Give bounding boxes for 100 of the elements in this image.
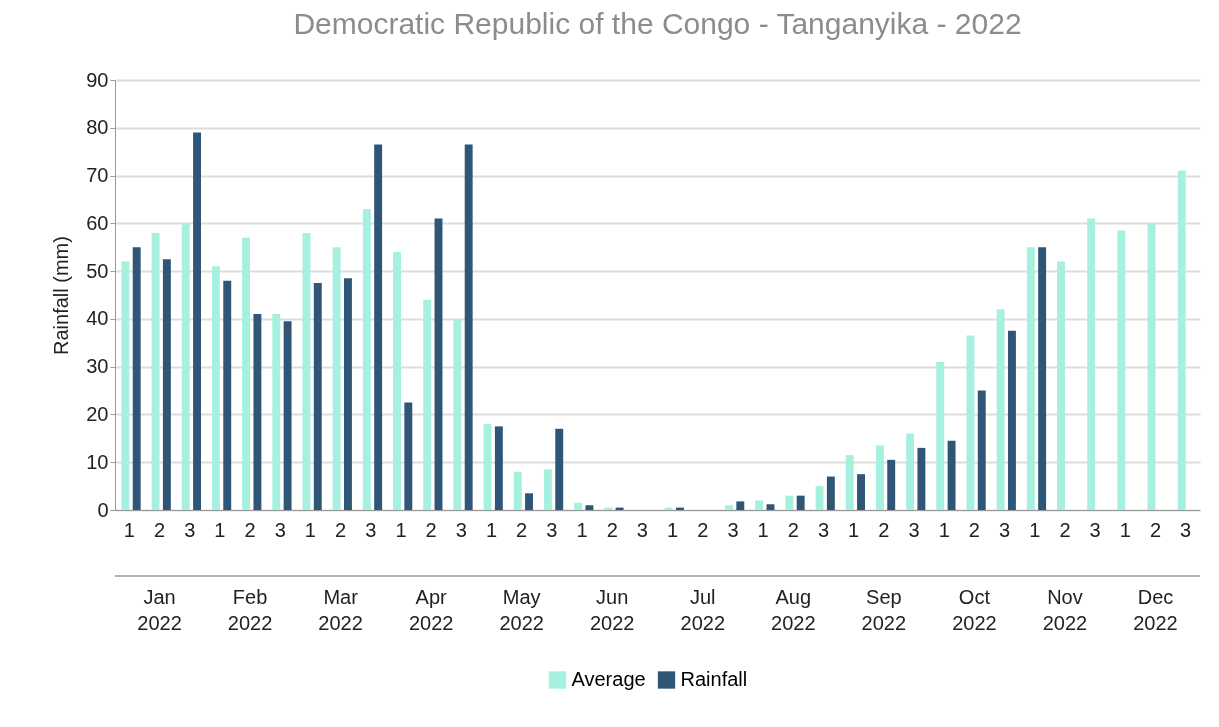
bar <box>917 447 926 510</box>
text: Jul 2022 <box>680 586 726 634</box>
y-tick-label: 40 <box>86 307 109 330</box>
bar <box>162 259 171 510</box>
bar <box>253 314 262 510</box>
bar <box>725 505 733 510</box>
x-tick-label: 3 <box>817 518 830 541</box>
bar <box>1117 230 1126 510</box>
x-tick-label: 2 <box>1059 518 1071 541</box>
x-tick-label: 1 <box>485 518 498 541</box>
bar <box>857 474 865 510</box>
text: Nov 2022 <box>1042 586 1088 634</box>
text: May 2022 <box>499 586 544 634</box>
y-tick-label: 80 <box>86 116 109 139</box>
x-tick-label: 3 <box>546 518 558 541</box>
y-tick-label: 60 <box>86 211 109 234</box>
x-tick-label: 2 <box>606 518 618 541</box>
bar <box>302 232 311 510</box>
chart-title: Democratic Republic of the Congo - Tanganyika - 2022 <box>293 7 1022 40</box>
x-tick-label: 2 <box>697 518 709 541</box>
bar <box>362 209 371 510</box>
bar <box>1038 247 1047 510</box>
bar <box>423 299 432 510</box>
bar <box>272 314 281 510</box>
bar <box>464 144 473 510</box>
bar <box>543 469 552 510</box>
y-tick-label: 70 <box>86 164 109 187</box>
text: Aug 2022 <box>771 586 816 634</box>
text: Jan 2022 <box>137 586 182 634</box>
bar <box>393 252 401 510</box>
bar <box>223 280 232 510</box>
y-tick-label: 90 <box>86 68 109 91</box>
y-axis-title: Rainfall (mm) <box>50 236 73 355</box>
bar <box>755 500 764 510</box>
x-tick-label: 1 <box>1119 518 1131 541</box>
x-tick-label: 1 <box>576 518 588 541</box>
bar <box>966 335 975 510</box>
text: Mar 2022 <box>318 586 363 634</box>
x-tick-label: 1 <box>214 518 226 541</box>
x-tick-label: 3 <box>1180 518 1192 541</box>
x-tick-label: 3 <box>184 518 196 541</box>
bar <box>1087 218 1096 510</box>
bar <box>585 505 594 510</box>
x-tick-label: 3 <box>455 518 467 541</box>
x-tick-label: 2 <box>425 518 437 541</box>
x-tick-label: 2 <box>153 518 166 541</box>
bar <box>947 440 956 510</box>
bar <box>121 261 130 510</box>
text: Jun 2022 <box>589 586 635 634</box>
bar <box>826 476 835 510</box>
x-tick-label: 2 <box>244 518 256 541</box>
bar <box>404 402 413 510</box>
bar <box>1026 247 1035 510</box>
bar <box>344 278 352 510</box>
bar <box>736 501 745 510</box>
x-tick-label: 1 <box>938 518 950 541</box>
bar <box>374 144 383 510</box>
y-tick-label: 0 <box>97 498 109 521</box>
bar <box>525 493 533 510</box>
bar <box>494 426 503 510</box>
y-tick-label: 50 <box>86 259 109 282</box>
x-tick-label: 3 <box>908 518 920 541</box>
bar <box>151 232 160 510</box>
bar <box>1007 330 1016 510</box>
x-tick-label: 2 <box>1149 518 1162 541</box>
text: Dec 2022 <box>1133 586 1178 634</box>
bar <box>1057 261 1065 510</box>
bar <box>555 428 564 510</box>
x-tick-label: 2 <box>968 518 980 541</box>
x-tick-label: 3 <box>727 518 739 541</box>
x-tick-label: 1 <box>1029 518 1041 541</box>
bar <box>132 247 141 510</box>
bar <box>977 390 986 510</box>
y-tick-label: 20 <box>86 402 109 425</box>
bar <box>875 445 884 510</box>
x-tick-label: 3 <box>636 518 648 541</box>
text: Oct 2022 <box>952 586 997 634</box>
bar <box>766 504 775 510</box>
legend-label: Average <box>571 668 646 690</box>
bar <box>887 459 896 510</box>
bar <box>906 433 915 510</box>
x-tick-label: 3 <box>1089 518 1101 541</box>
text: Sep 2022 <box>861 586 907 634</box>
bar <box>936 361 945 510</box>
x-tick-label: 1 <box>667 518 679 541</box>
bar <box>332 247 341 510</box>
x-tick-label: 1 <box>304 518 316 541</box>
y-tick-label: 10 <box>86 450 109 473</box>
bar <box>283 321 292 510</box>
legend-label: Rainfall <box>680 668 748 690</box>
x-tick-label: 2 <box>335 518 347 541</box>
bar <box>453 318 462 510</box>
bar <box>785 495 794 510</box>
bar <box>242 237 251 510</box>
x-tick-label: 1 <box>757 518 769 541</box>
text: Feb 2022 <box>227 586 273 634</box>
x-tick-label: 1 <box>848 518 860 541</box>
bar <box>483 424 492 510</box>
x-tick-label: 1 <box>395 518 407 541</box>
bar <box>574 502 583 510</box>
